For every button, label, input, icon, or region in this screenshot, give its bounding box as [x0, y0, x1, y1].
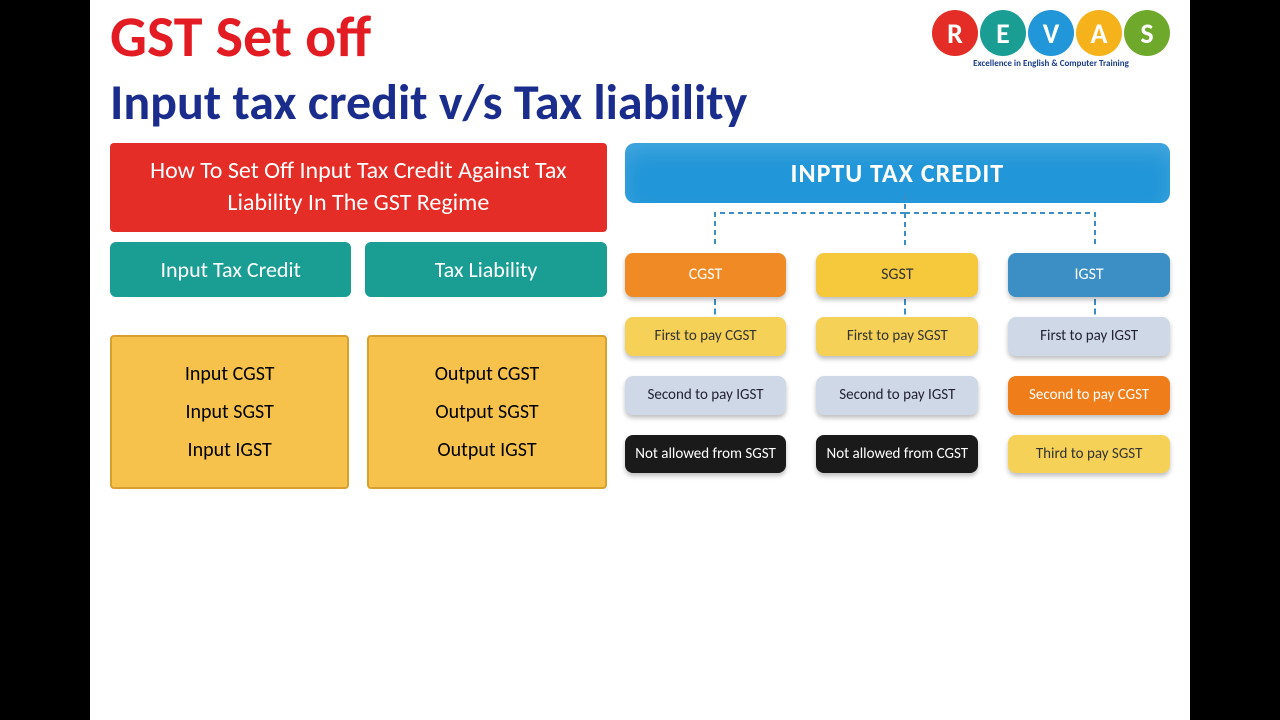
logo-letter: A — [1076, 10, 1122, 56]
flow-node: Third to pay SGST — [1008, 435, 1170, 474]
teal-tax-liability: Tax Liability — [365, 242, 606, 297]
list-item: Output SGST — [379, 393, 594, 431]
flow-head: CGST — [625, 253, 787, 297]
page: REVAS Excellence in English & Computer T… — [90, 0, 1190, 720]
logo: REVAS Excellence in English & Computer T… — [932, 10, 1170, 69]
flow-node: Second to pay CGST — [1008, 376, 1170, 415]
yellow-inputs: Input CGSTInput SGSTInput IGST — [110, 335, 349, 489]
logo-letter: V — [1028, 10, 1074, 56]
logo-tagline: Excellence in English & Computer Trainin… — [932, 58, 1170, 69]
logo-letter: R — [932, 10, 978, 56]
flow-column: SGST First to pay SGST Second to pay IGST N… — [816, 253, 978, 473]
right-panel: INPTU TAX CREDIT CGST First to pay CGST Se… — [625, 143, 1170, 489]
flow-node: First to pay CGST — [625, 317, 787, 356]
flow-column: IGST First to pay IGST Second to pay CGST T… — [1008, 253, 1170, 473]
flow-node: First to pay SGST — [816, 317, 978, 356]
subtitle: Input tax credit v/s Tax liability — [110, 72, 1170, 133]
logo-letter: S — [1124, 10, 1170, 56]
list-item: Input CGST — [122, 355, 337, 393]
left-panel: How To Set Off Input Tax Credit Against … — [110, 143, 607, 489]
teal-input-credit: Input Tax Credit — [110, 242, 351, 297]
flow-node: Second to pay IGST — [816, 376, 978, 415]
flow-column: CGST First to pay CGST Second to pay IGST N… — [625, 253, 787, 473]
flow-head: SGST — [816, 253, 978, 297]
flow-node: First to pay IGST — [1008, 317, 1170, 356]
list-item: Input IGST — [122, 431, 337, 469]
content: How To Set Off Input Tax Credit Against … — [110, 143, 1170, 489]
list-item: Output IGST — [379, 431, 594, 469]
flow-head: IGST — [1008, 253, 1170, 297]
list-item: Output CGST — [379, 355, 594, 393]
flow-node: Second to pay IGST — [625, 376, 787, 415]
flow-header: INPTU TAX CREDIT — [625, 143, 1170, 203]
flow-node: Not allowed from SGST — [625, 435, 787, 474]
red-explainer: How To Set Off Input Tax Credit Against … — [110, 143, 607, 232]
flow-node: Not allowed from CGST — [816, 435, 978, 474]
list-item: Input SGST — [122, 393, 337, 431]
connector-lines — [625, 195, 1170, 255]
logo-letter: E — [980, 10, 1026, 56]
yellow-outputs: Output CGSTOutput SGSTOutput IGST — [367, 335, 606, 489]
